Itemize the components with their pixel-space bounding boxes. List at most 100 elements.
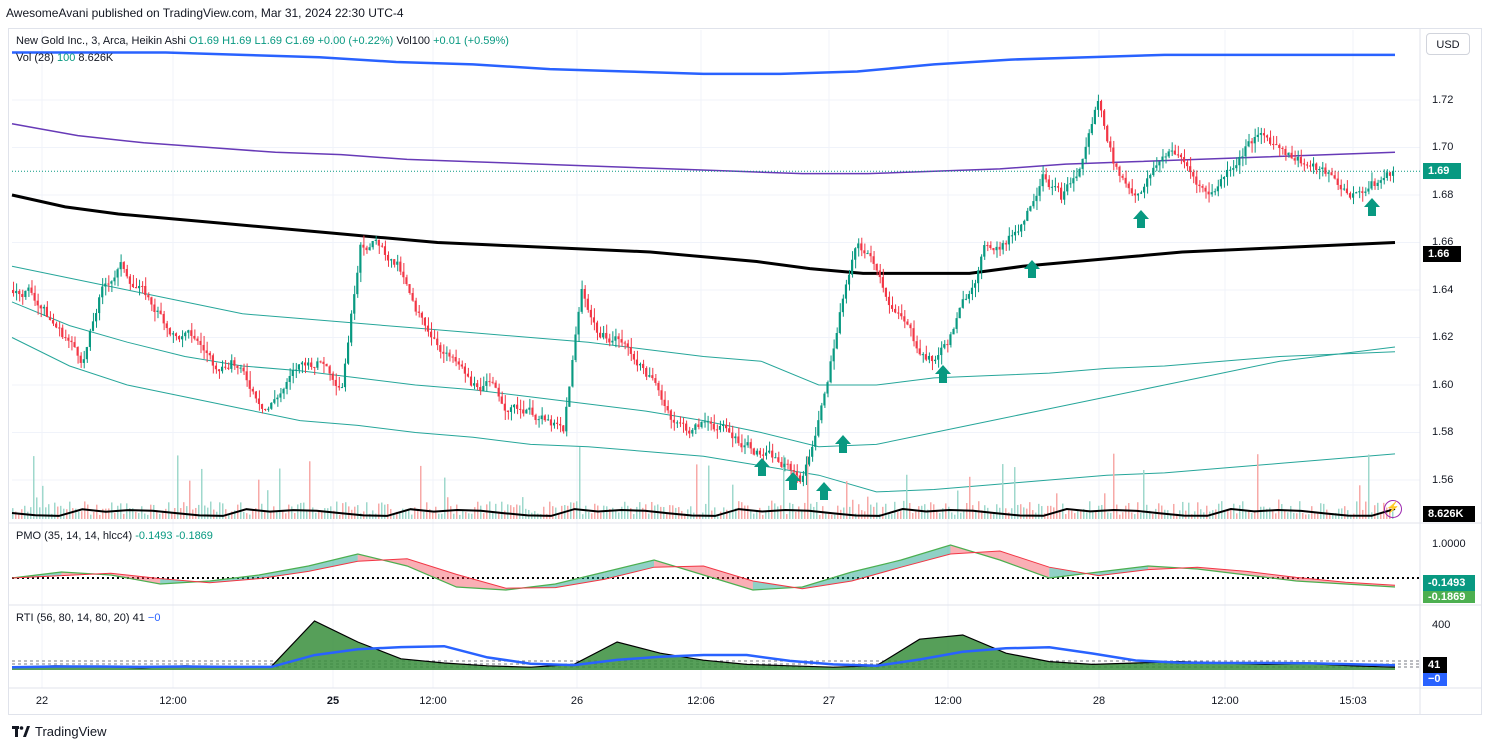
- volume-bar: [1293, 512, 1295, 519]
- candle-body: [552, 422, 556, 426]
- candle-body: [814, 435, 817, 447]
- volume-bar: [510, 505, 512, 519]
- volume-bar: [1002, 464, 1004, 519]
- main-legend[interactable]: New Gold Inc., 3, Arca, Heikin Ashi O1.6…: [16, 35, 509, 47]
- candle-body: [949, 334, 952, 346]
- volume-bar: [795, 511, 797, 519]
- volume-bar: [744, 505, 746, 519]
- volume-bar: [1101, 504, 1103, 519]
- candle-body: [700, 421, 703, 428]
- candle-body: [1238, 156, 1241, 166]
- rti-legend[interactable]: RTI (56, 80, 14, 80, 20) 41 −0: [16, 612, 160, 624]
- volume-bar: [885, 503, 887, 519]
- candle-body: [196, 338, 199, 341]
- volume-bar: [468, 513, 470, 519]
- volume-bar: [588, 512, 590, 519]
- candle-body: [980, 256, 983, 271]
- candle-body: [946, 344, 949, 346]
- candle-body: [27, 287, 30, 291]
- volume-bar: [231, 511, 233, 519]
- time-tick: 22: [35, 695, 49, 707]
- volume-bar: [162, 510, 164, 519]
- volume-bar: [306, 511, 308, 519]
- volume-bar: [750, 510, 752, 519]
- candle-body: [961, 299, 964, 308]
- volume-bar: [456, 504, 458, 519]
- volume-bar: [1296, 513, 1298, 519]
- candle-body: [506, 410, 509, 412]
- volume-bar: [1335, 512, 1337, 519]
- volume-bar: [1260, 506, 1262, 519]
- volume-legend[interactable]: Vol (28) 100 8.626K: [16, 52, 113, 64]
- volume-bar: [828, 511, 830, 519]
- candle-body: [1308, 165, 1312, 167]
- volume-bar: [630, 507, 632, 519]
- candle-body: [18, 290, 21, 295]
- volume-bar: [381, 502, 383, 519]
- volume-bar: [1173, 503, 1175, 519]
- volume-bar: [1083, 508, 1085, 519]
- candle-body: [761, 454, 765, 456]
- candle-body: [863, 250, 866, 254]
- candle-body: [737, 436, 740, 444]
- footer-brand[interactable]: TradingView: [12, 724, 107, 739]
- volume-bar: [213, 509, 215, 519]
- volume-bar: [777, 506, 779, 519]
- candle-body: [436, 338, 439, 346]
- volume-bar: [609, 508, 611, 519]
- candle-body: [1351, 193, 1355, 198]
- candle-body: [1146, 178, 1149, 187]
- volume-bar: [273, 506, 275, 519]
- volume-bar: [927, 509, 929, 519]
- candle-body: [1139, 192, 1143, 194]
- candle-body: [300, 362, 304, 365]
- candle-body: [1182, 157, 1186, 163]
- candle-body: [977, 270, 980, 284]
- volume-bar: [1155, 508, 1157, 519]
- volume-bar: [1356, 501, 1358, 519]
- candle-body: [1225, 169, 1229, 177]
- currency-button[interactable]: USD: [1426, 33, 1470, 55]
- volume-bar: [1032, 510, 1034, 519]
- volume-bar: [996, 504, 998, 519]
- candle-body: [1244, 146, 1247, 157]
- volume-bar: [249, 514, 251, 519]
- candle-body: [894, 308, 897, 313]
- volume-bar: [1233, 503, 1235, 519]
- volume-bar: [1227, 510, 1229, 519]
- volume-bar: [1248, 511, 1250, 519]
- pmo-tag-b: -0.1869: [1423, 591, 1475, 603]
- volume-bar: [102, 508, 104, 519]
- volume-bar: [405, 509, 407, 519]
- volume-bar: [78, 511, 80, 519]
- candle-body: [903, 316, 906, 322]
- candle-body: [1155, 165, 1158, 168]
- candle-body: [1391, 171, 1395, 176]
- candle-body: [454, 356, 457, 362]
- candle-body: [983, 245, 986, 257]
- candle-body: [55, 323, 58, 328]
- last-price-tag: 1.69: [1423, 163, 1461, 179]
- candle-body: [669, 410, 672, 420]
- volume-bar: [525, 508, 527, 519]
- volume-bar: [558, 514, 560, 519]
- volume-bar: [582, 514, 584, 519]
- candle-body: [1213, 191, 1216, 193]
- volume-bar: [1200, 509, 1202, 519]
- candle-body: [589, 309, 592, 318]
- candle-body: [116, 269, 119, 278]
- volume-bar: [1269, 507, 1271, 519]
- pmo-legend[interactable]: PMO (35, 14, 14, hlcc4) -0.1493 -0.1869: [16, 530, 213, 542]
- lightning-icon[interactable]: ⚡: [1384, 500, 1402, 518]
- volume-bar: [921, 505, 923, 519]
- buy-arrow-icon: [785, 472, 801, 490]
- volume-bar: [906, 474, 908, 519]
- volume-bar: [414, 507, 416, 519]
- volume-bar: [57, 506, 59, 519]
- volume-bar: [462, 510, 464, 519]
- volume-bar: [255, 508, 257, 519]
- volume-bar: [1275, 513, 1277, 519]
- candle-body: [1063, 191, 1066, 200]
- candle-body: [457, 361, 460, 365]
